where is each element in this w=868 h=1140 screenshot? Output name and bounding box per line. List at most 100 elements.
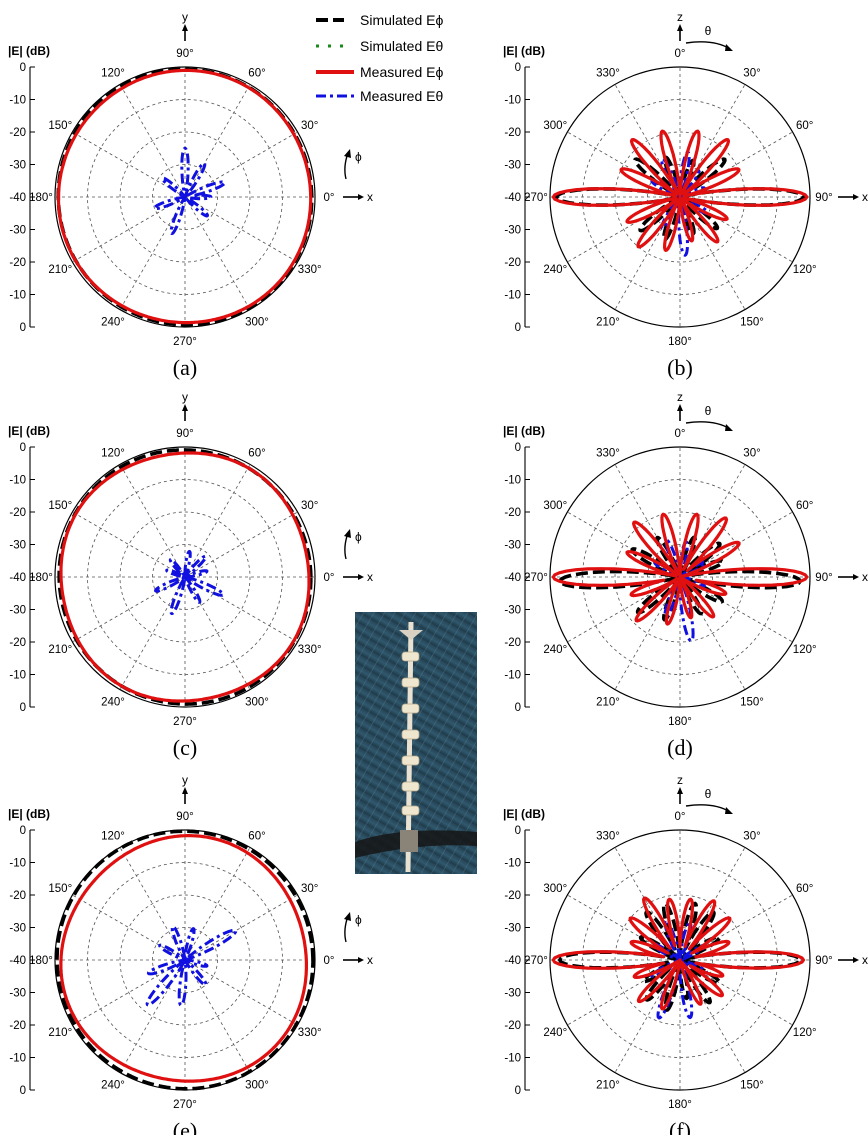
rotation-arrow-head (344, 912, 351, 921)
series-measured-eϕ (551, 129, 809, 252)
radial-axis: 0 -10 -20 -30 -40 -30 -20 -10 0 |E| (dB) (503, 44, 545, 334)
radial-axis: 0 -10 -20 -30 -40 -30 -20 -10 0 |E| (dB) (8, 44, 50, 334)
outer-ring (54, 66, 316, 328)
angle-label-150: 150° (48, 883, 72, 895)
radial-tick-label: -10 (9, 290, 26, 302)
chart-caption: (e) (173, 1118, 197, 1135)
angle-label-30: 30° (743, 830, 760, 842)
grid-circle (119, 511, 251, 643)
grid-spoke (184, 847, 251, 961)
grid-spoke (119, 576, 186, 690)
up-axis-arrow-head (182, 24, 188, 31)
grid-spoke (679, 131, 793, 198)
angle-label-210: 210° (48, 264, 72, 276)
rotation-name: θ (705, 24, 712, 38)
angle-label-120: 120° (793, 644, 817, 656)
polar-chart-c: 0° 30° 60° 90° 120° 150° 180° 210° 240° 270° 300° 3… (8, 390, 373, 760)
rotation-name: θ (705, 787, 712, 801)
angle-label-240: 240° (543, 264, 567, 276)
series-measured-eϕ (59, 451, 311, 703)
grid-spoke (679, 196, 746, 310)
radial-tick-label: -30 (9, 605, 26, 617)
angle-label-210: 210° (596, 1080, 620, 1092)
angle-label-330: 330° (596, 830, 620, 842)
outer-ring (54, 446, 316, 708)
radial-tick-label: -10 (504, 95, 521, 107)
radial-tick-label: -20 (504, 890, 521, 902)
angle-label-300: 300° (543, 120, 567, 132)
rotation-arrow-head (725, 807, 733, 814)
series-measured-eθ (153, 146, 227, 236)
right-axis-arrow-head (358, 574, 364, 580)
radial-tick-label: -30 (9, 160, 26, 172)
chart-caption: (a) (173, 355, 197, 380)
series-measured-eϕ (551, 896, 806, 1011)
angle-label-240: 240° (543, 1027, 567, 1039)
angle-label-300: 300° (245, 317, 269, 329)
angle-label-270: 270° (524, 192, 548, 204)
radial-tick-label: -30 (504, 988, 521, 1000)
rotation-arrow (685, 421, 731, 430)
series-measured-eϕ (56, 68, 313, 325)
radial-tick-label: 0 (515, 62, 521, 74)
angle-label-270: 270° (173, 336, 197, 348)
radial-tick-label: -20 (504, 1020, 521, 1032)
angle-label-240: 240° (101, 317, 125, 329)
radial-tick-label: -20 (9, 257, 26, 269)
up-axis-arrow-head (182, 404, 188, 411)
right-axis-name: x (862, 953, 868, 967)
radial-tick-label: -40 (504, 572, 521, 584)
angle-label-0: 0° (675, 811, 686, 823)
grid-spoke (184, 511, 298, 578)
radial-tick-label: -10 (504, 475, 521, 487)
grid-spoke (679, 576, 793, 643)
radial-tick-label: -40 (504, 192, 521, 204)
grid-circle (614, 511, 746, 643)
angle-label-90: 90° (815, 572, 832, 584)
angle-label-0: 0° (675, 428, 686, 440)
grid-spoke (184, 959, 298, 1026)
angle-label-30: 30° (301, 883, 318, 895)
series-measured-eϕ (551, 512, 809, 626)
right-axis-arrow-head (853, 574, 859, 580)
angle-label-150: 150° (48, 500, 72, 512)
radial-tick-label: -10 (504, 1053, 521, 1065)
radial-axis-title: |E| (dB) (503, 44, 545, 58)
angle-label-0: 0° (675, 48, 686, 60)
radial-tick-label: 0 (20, 1085, 26, 1097)
grid-spoke (119, 84, 186, 198)
grid-spoke (119, 464, 186, 578)
up-axis-arrow-head (677, 404, 683, 411)
grid-spoke (184, 196, 251, 310)
angle-label-300: 300° (543, 883, 567, 895)
series-measured-eϕ (59, 834, 308, 1083)
up-axis-arrow-head (677, 24, 683, 31)
angle-label-0: 0° (324, 955, 335, 967)
grid-spoke (72, 576, 186, 643)
radial-tick-label: -30 (9, 540, 26, 552)
radial-tick-label: 0 (515, 1085, 521, 1097)
radial-tick-label: -10 (9, 475, 26, 487)
grid-spoke (72, 196, 186, 263)
grid-spoke (614, 84, 681, 198)
radial-tick-label: -20 (504, 257, 521, 269)
radial-axis: 0 -10 -20 -30 -40 -30 -20 -10 0 |E| (dB) (503, 807, 545, 1097)
angle-label-90: 90° (176, 48, 193, 60)
radial-tick-label: -30 (9, 988, 26, 1000)
right-axis-arrow-head (358, 194, 364, 200)
radial-tick-label: -10 (504, 290, 521, 302)
grid-spoke (72, 131, 186, 198)
angle-label-210: 210° (596, 697, 620, 709)
polar-plots-layer: 0° 30° 60° 90° 120° 150° 180° 210° 240° 270° 300° 3… (8, 10, 868, 1140)
angle-label-120: 120° (101, 830, 125, 842)
angle-label-120: 120° (101, 67, 125, 79)
up-axis-arrow-head (677, 787, 683, 794)
grid-spoke (184, 576, 251, 690)
radial-tick-label: -10 (504, 858, 521, 870)
radial-tick-label: -30 (504, 605, 521, 617)
right-axis-arrow-head (853, 957, 859, 963)
rotation-name: ϕ (355, 150, 362, 164)
radial-tick-label: -40 (9, 955, 26, 967)
angle-label-180: 180° (668, 1099, 692, 1111)
grid-spoke (614, 847, 681, 961)
